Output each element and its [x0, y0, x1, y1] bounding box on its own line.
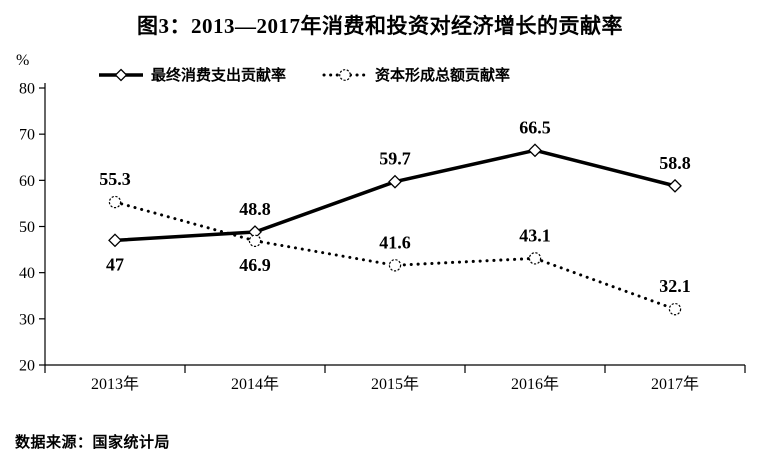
- data-point-label: 59.7: [379, 149, 411, 169]
- chart-title: 图3：2013—2017年消费和投资对经济增长的贡献率: [137, 14, 623, 38]
- y-tick-label: 80: [19, 81, 35, 98]
- solid-line-diamond-icon: [98, 68, 144, 82]
- x-tick-label: 2017年: [651, 375, 699, 393]
- diamond-marker: [668, 178, 682, 193]
- series-line-dotted: [113, 200, 677, 311]
- source-note: 数据来源：国家统计局: [15, 434, 171, 451]
- y-tick-label: 60: [19, 173, 35, 190]
- data-point-label: 43.1: [519, 225, 551, 245]
- dotted-line-circle-icon: [322, 68, 368, 82]
- data-point-label: 58.8: [659, 153, 691, 173]
- data-point-label: 55.3: [99, 169, 131, 189]
- circle-marker: [108, 195, 122, 209]
- chart-canvas: 80 70 60 50 40 30 20 2013年 2014年 2015年 2016年 2017年 4…: [19, 81, 746, 393]
- data-point-label: 47: [106, 254, 124, 274]
- diamond-marker: [528, 143, 542, 158]
- chart-legend: 最终消费支出贡献率 资本形成总额贡献率: [98, 64, 510, 85]
- y-tick-label: 40: [19, 265, 35, 282]
- y-tick-label: 50: [19, 219, 35, 236]
- data-point-label: 48.8: [239, 199, 271, 219]
- y-tick-label: 30: [19, 311, 35, 328]
- data-point-label: 41.6: [379, 232, 411, 252]
- circle-marker: [388, 259, 402, 272]
- x-tick-label: 2015年: [371, 375, 419, 393]
- x-tick-label: 2013年: [91, 375, 139, 393]
- diamond-marker: [108, 233, 122, 248]
- x-tick-label: 2014年: [231, 375, 279, 393]
- legend-label-capital: 资本形成总额贡献率: [375, 68, 511, 84]
- y-tick-label: 70: [19, 127, 35, 144]
- data-point-label: 32.1: [659, 276, 691, 296]
- x-tick-label: 2016年: [511, 375, 559, 393]
- legend-entry-capital: 资本形成总额贡献率: [322, 64, 510, 85]
- legend-entry-consumption: 最终消费支出贡献率: [98, 64, 286, 85]
- y-axis-unit-label: %: [16, 52, 30, 69]
- diamond-marker: [388, 174, 402, 189]
- legend-label-consumption: 最终消费支出贡献率: [151, 68, 287, 84]
- circle-marker: [248, 234, 262, 248]
- circle-marker: [528, 252, 542, 265]
- data-point-label: 66.5: [519, 117, 551, 137]
- y-tick-label: 20: [19, 358, 35, 375]
- data-point-label: 46.9: [239, 255, 271, 275]
- circle-marker: [668, 302, 682, 316]
